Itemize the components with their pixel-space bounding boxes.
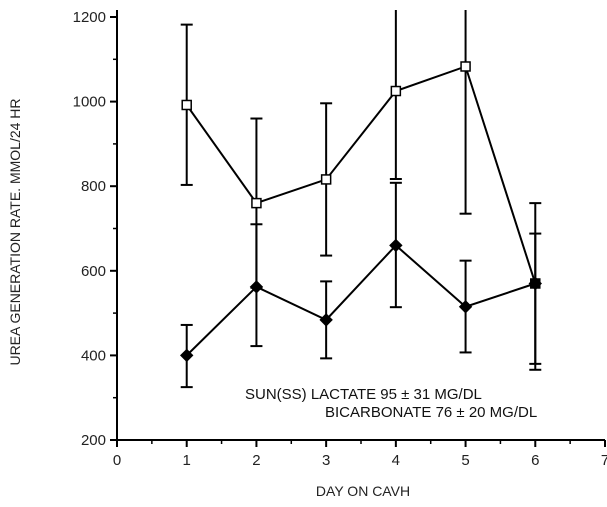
overlap-point [530, 278, 541, 289]
x-tick-label: 7 [601, 452, 607, 469]
x-tick-label: 6 [531, 452, 539, 469]
series-2 [180, 181, 542, 389]
data-point [249, 280, 264, 294]
y-axis-title: UREA GENERATION RATE. MMOL/24 HR [7, 98, 23, 365]
x-axis-title: DAY ON CAVH [316, 483, 410, 499]
data-point [251, 197, 262, 209]
y-tick-label: 1000 [73, 94, 106, 111]
series-line [185, 65, 537, 284]
x-tick-label: 5 [461, 452, 469, 469]
data-point [390, 85, 402, 97]
series-1 [180, 10, 542, 365]
y-tick-label: 1200 [73, 9, 106, 26]
y-tick-label: 600 [81, 263, 106, 280]
x-tick-label: 3 [322, 452, 330, 469]
data-point [389, 238, 403, 253]
y-tick-label: 800 [81, 178, 106, 195]
series-line [186, 244, 536, 357]
y-tick-label: 400 [81, 347, 106, 364]
x-tick-label: 1 [183, 452, 191, 469]
axes: 0 1 2 3 4 5 6 7 200 400 600 800 1000 1200 [73, 9, 607, 469]
data-point [320, 174, 332, 185]
y-tick-label: 200 [81, 432, 106, 449]
annotation-bicarbonate: BICARBONATE 76 ± 20 MG/DL [325, 404, 537, 421]
data-point [180, 348, 194, 363]
data-point [460, 61, 471, 72]
x-tick-label: 2 [252, 452, 260, 469]
data-point [319, 313, 333, 327]
annotation-lactate: SUN(SS) LACTATE 95 ± 31 MG/DL [245, 386, 482, 403]
data-point [458, 300, 473, 314]
data-point [181, 99, 192, 111]
x-tick-label: 0 [113, 452, 121, 469]
marks [180, 10, 542, 389]
x-tick-label: 4 [392, 452, 400, 469]
